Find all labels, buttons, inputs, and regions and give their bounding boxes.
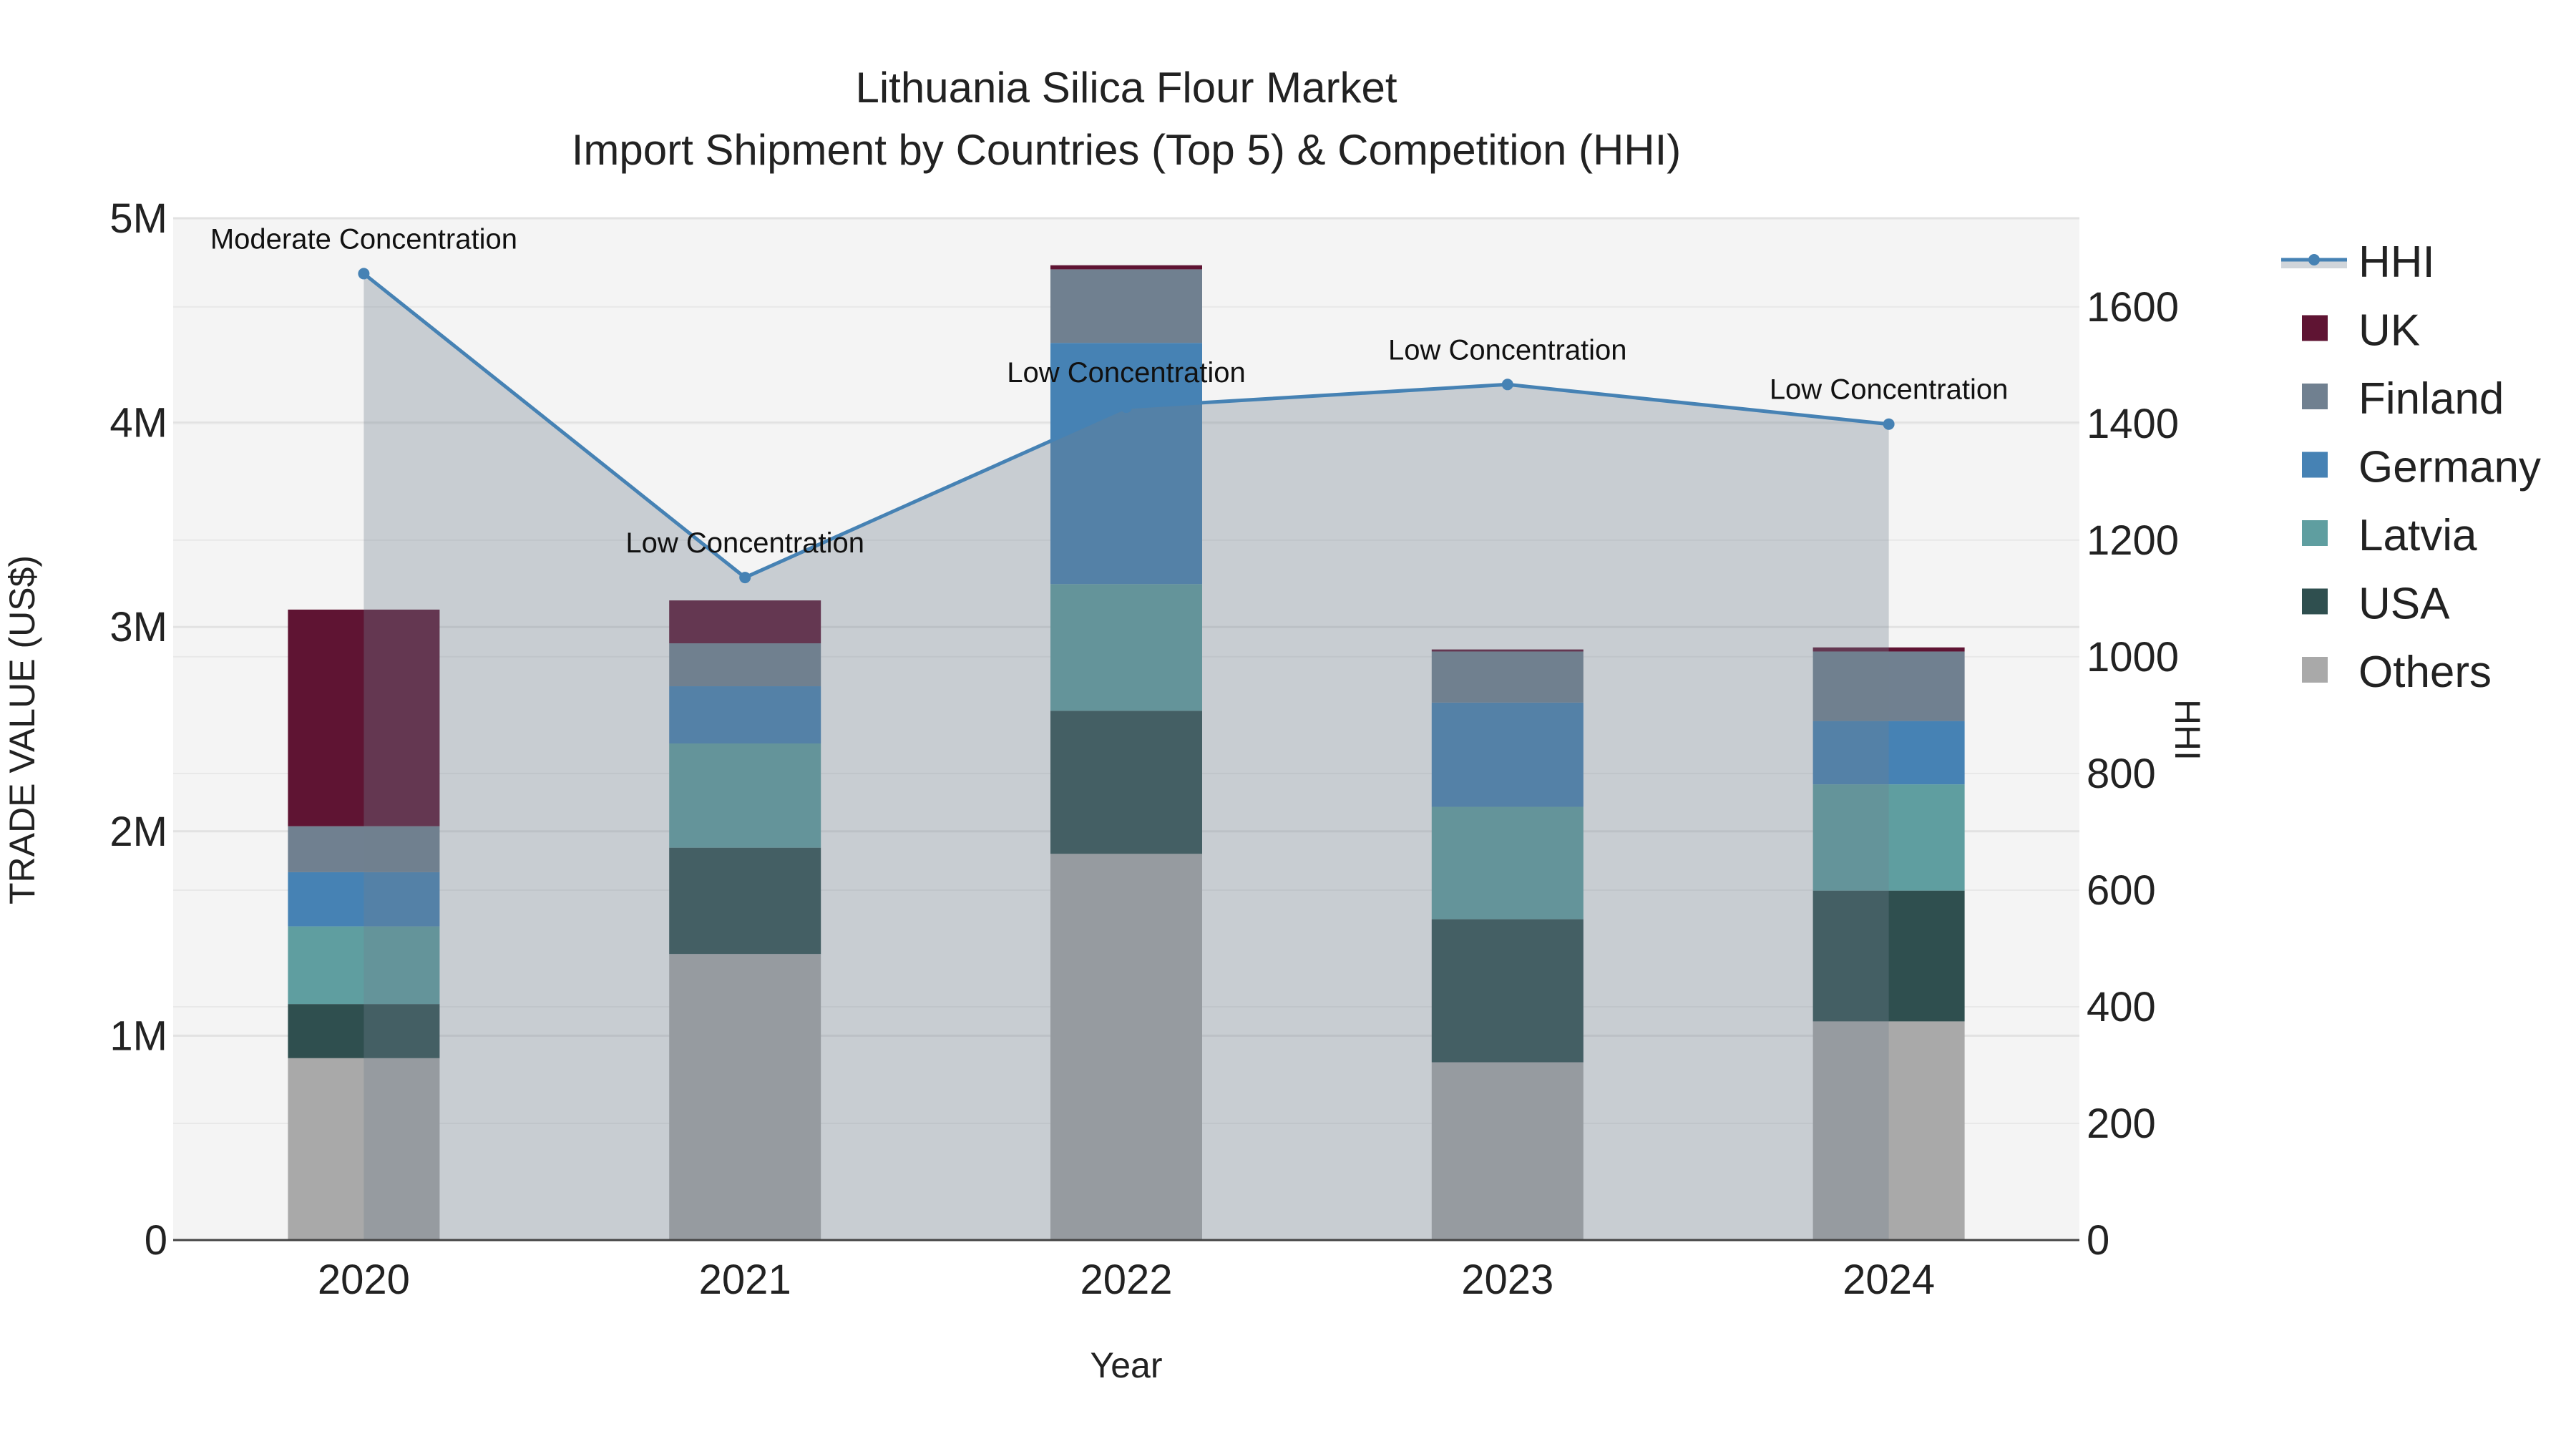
bar-usa-2023 — [1431, 919, 1584, 1063]
bar-uk-2024 — [1813, 647, 1965, 652]
bar-uk-2023 — [1431, 649, 1584, 652]
y2-tick-label: 1400 — [2087, 401, 2179, 447]
bar-usa-2021 — [669, 847, 821, 955]
y-tick-label: 1M — [109, 1013, 167, 1059]
y2-tick-label: 1600 — [2087, 284, 2179, 331]
bar-latvia-2023 — [1431, 806, 1584, 919]
chart-title: Lithuania Silica Flour Market — [855, 64, 1397, 112]
bar-others-2024 — [1813, 1021, 1965, 1240]
x-tick-label: 2022 — [1080, 1257, 1172, 1303]
bar-finland-2024 — [1813, 651, 1965, 721]
legend-label-germany: Germany — [2358, 443, 2541, 492]
hhi-annotation: Moderate Concentration — [210, 223, 517, 255]
y2-tick-label: 200 — [2087, 1101, 2156, 1147]
bar-germany-2021 — [669, 686, 821, 743]
y2-axis-title: HHI — [2167, 699, 2207, 761]
chart-subtitle: Import Shipment by Countries (Top 5) & C… — [572, 126, 1682, 174]
bar-latvia-2021 — [669, 743, 821, 848]
legend-swatch-uk — [2302, 315, 2328, 341]
bar-usa-2022 — [1050, 711, 1202, 854]
bar-usa-2020 — [288, 1004, 440, 1058]
y-tick-label: 4M — [109, 400, 167, 447]
hhi-point — [1121, 401, 1132, 414]
hhi-point — [1501, 379, 1513, 391]
x-tick-label: 2020 — [318, 1257, 410, 1303]
hhi-annotation: Low Concentration — [625, 527, 864, 559]
legend-label-finland: Finland — [2358, 374, 2504, 424]
x-tick-label: 2023 — [1461, 1257, 1553, 1303]
y2-tick-label: 800 — [2087, 751, 2156, 797]
hhi-annotation: Low Concentration — [1388, 334, 1627, 366]
legend: HHI UK Finland Germany Latvia USA Others — [2281, 238, 2541, 697]
hhi-point — [1883, 418, 1895, 430]
legend-label-latvia: Latvia — [2358, 511, 2477, 560]
y2-tick-label: 600 — [2087, 867, 2156, 914]
bar-others-2021 — [669, 954, 821, 1240]
bar-latvia-2024 — [1813, 784, 1965, 891]
legend-label-usa: USA — [2358, 580, 2450, 629]
hhi-point — [358, 268, 370, 280]
bar-germany-2020 — [288, 872, 440, 927]
legend-swatch-hhi-marker — [2308, 254, 2320, 265]
bar-germany-2022 — [1050, 343, 1202, 585]
bar-germany-2023 — [1431, 702, 1584, 807]
bar-usa-2024 — [1813, 890, 1965, 1022]
bar-finland-2022 — [1050, 269, 1202, 343]
x-axis-title: Year — [1090, 1345, 1162, 1385]
y-tick-label: 3M — [109, 604, 167, 650]
bar-others-2022 — [1050, 854, 1202, 1240]
y-tick-label: 0 — [145, 1217, 167, 1264]
hhi-annotation: Low Concentration — [1770, 374, 2009, 406]
bar-uk-2022 — [1050, 265, 1202, 270]
bar-latvia-2020 — [288, 926, 440, 1005]
y2-tick-label: 1200 — [2087, 517, 2179, 564]
legend-swatch-latvia — [2302, 520, 2328, 546]
y-tick-label: 2M — [109, 809, 167, 855]
bar-others-2023 — [1431, 1062, 1584, 1240]
bar-finland-2020 — [288, 826, 440, 872]
legend-swatch-finland — [2302, 384, 2328, 409]
y-tick-label: 5M — [109, 195, 167, 242]
bar-finland-2021 — [669, 643, 821, 687]
hhi-annotation: Low Concentration — [1007, 357, 1246, 389]
bar-others-2020 — [288, 1058, 440, 1240]
legend-swatch-germany — [2302, 452, 2328, 478]
legend-label-hhi: HHI — [2358, 238, 2435, 287]
hhi-area — [364, 273, 1889, 1240]
legend-swatch-others — [2302, 657, 2328, 683]
legend-swatch-usa — [2302, 588, 2328, 615]
y2-tick-label: 400 — [2087, 984, 2156, 1030]
legend-label-others: Others — [2358, 648, 2492, 697]
bar-finland-2023 — [1431, 651, 1584, 703]
bar-uk-2021 — [669, 600, 821, 644]
bar-uk-2020 — [288, 609, 440, 826]
x-tick-label: 2024 — [1843, 1257, 1935, 1303]
y2-tick-label: 1000 — [2087, 634, 2179, 680]
y-axis-title: TRADE VALUE (US$) — [2, 555, 42, 904]
hhi-point — [739, 572, 751, 584]
legend-label-uk: UK — [2358, 306, 2420, 356]
bar-germany-2024 — [1813, 721, 1965, 785]
y2-tick-label: 0 — [2087, 1217, 2109, 1264]
x-tick-label: 2021 — [699, 1257, 791, 1303]
bar-latvia-2022 — [1050, 584, 1202, 711]
